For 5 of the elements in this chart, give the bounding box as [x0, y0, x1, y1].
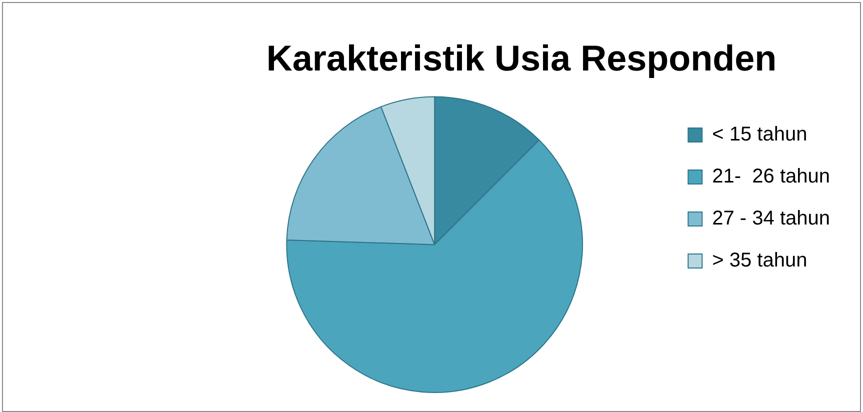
legend-label: 27 - 34 tahun — [712, 208, 830, 230]
legend-label: 21- 26 tahun — [712, 166, 830, 188]
legend-label: > 35 tahun — [712, 250, 808, 272]
chart-title: Karakteristik Usia Responden — [266, 38, 777, 79]
legend-label: < 15 tahun — [712, 124, 808, 146]
